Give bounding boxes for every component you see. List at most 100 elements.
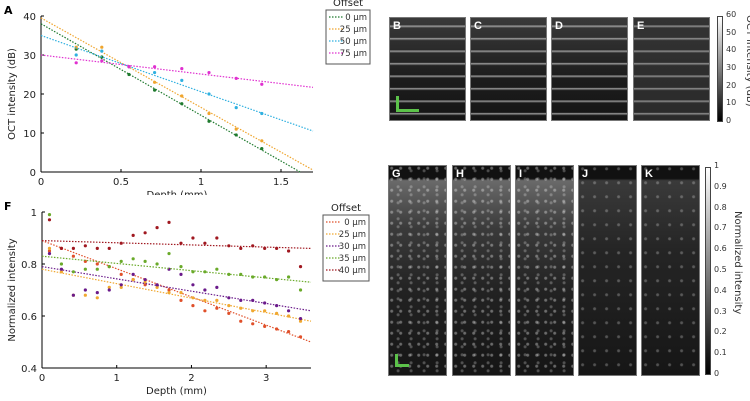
data-point (191, 236, 195, 240)
data-point (107, 288, 111, 292)
data-point (275, 278, 279, 282)
data-point (260, 111, 264, 116)
data-point (95, 291, 99, 295)
colorbar-tick-label: 0.4 (714, 285, 727, 295)
data-point (239, 306, 243, 310)
data-point (100, 59, 104, 63)
legend-label: 50 μm (340, 37, 367, 47)
data-point (59, 246, 64, 250)
data-point (59, 262, 64, 266)
colorbar-tick-label: 0.1 (714, 348, 727, 358)
data-point (239, 272, 243, 276)
data-point (153, 70, 157, 75)
panel-letter: H (456, 168, 464, 180)
data-point (180, 78, 184, 82)
colorbar-tick-label: 1 (714, 161, 720, 170)
colorbar-tick-label: 10 (726, 98, 737, 108)
data-point (251, 275, 255, 279)
data-point (203, 270, 207, 274)
data-point (119, 285, 123, 289)
data-point (286, 309, 291, 313)
data-point (298, 335, 303, 339)
x-tick-label: 1 (198, 177, 204, 188)
image-panel-h: H (452, 165, 511, 376)
data-point (179, 298, 183, 302)
x-tick-label: 2 (188, 373, 194, 384)
data-point (227, 304, 231, 308)
data-point (167, 291, 171, 295)
panel-letter: B (393, 20, 401, 32)
data-point (155, 262, 159, 266)
data-point (155, 285, 159, 289)
data-point (167, 220, 171, 224)
x-tick-label: 0 (39, 373, 45, 384)
data-point (71, 293, 75, 297)
colorbar-tick-label: 0 (714, 369, 720, 378)
data-point (263, 301, 267, 305)
data-point (203, 298, 207, 302)
legend-box (322, 214, 370, 282)
x-axis-label: Depth (mm) (146, 386, 207, 397)
data-point (207, 92, 211, 96)
data-point (74, 61, 78, 65)
colorbar-tick-label: 0.8 (714, 202, 727, 212)
panel-letter: J (582, 168, 589, 180)
data-point (215, 306, 219, 310)
panel-letter: A (4, 4, 13, 17)
panel-letter: G (392, 168, 401, 180)
data-point (71, 246, 75, 250)
data-point (191, 304, 195, 308)
data-point (286, 314, 291, 318)
data-point (179, 291, 183, 295)
image-panel-i: I (515, 165, 574, 376)
data-point (260, 139, 264, 143)
data-point (251, 322, 255, 326)
legend-title: Offset (333, 0, 363, 9)
data-point (153, 80, 157, 84)
data-point (207, 70, 211, 75)
x-tick-label: 1 (114, 373, 120, 384)
legend-label: 35 μm (339, 254, 366, 264)
data-point (153, 65, 157, 69)
data-point (234, 106, 238, 110)
data-point (227, 296, 231, 300)
y-tick-label: 1 (31, 208, 37, 219)
y-tick-label: 20 (23, 90, 36, 101)
data-point (155, 283, 159, 287)
data-point (203, 241, 207, 245)
x-tick-label: 0 (38, 177, 44, 188)
data-point (107, 285, 111, 289)
data-point (263, 246, 267, 250)
data-point (47, 213, 52, 217)
data-point (119, 272, 123, 276)
data-point (191, 283, 195, 287)
colorbar-tick-label: 40 (726, 45, 737, 55)
data-point (227, 272, 231, 276)
colorbar-tick-label: 60 (726, 10, 737, 19)
data-point (227, 244, 231, 248)
legend-label: 30 μm (339, 242, 366, 252)
data-point (153, 88, 157, 92)
data-point (47, 249, 52, 253)
data-point (275, 311, 279, 315)
data-point (180, 102, 184, 106)
data-point (167, 288, 171, 292)
data-point (179, 272, 183, 276)
data-point (127, 65, 131, 69)
data-point (227, 311, 231, 315)
legend-box (325, 9, 371, 65)
data-point (191, 296, 195, 300)
data-point (286, 330, 291, 334)
data-point (143, 231, 147, 235)
colorbar-tick-label: 0 (726, 116, 732, 125)
data-point (119, 259, 123, 263)
fit-line (41, 266, 312, 312)
data-point (179, 265, 183, 269)
data-point (131, 278, 135, 282)
data-point (47, 246, 52, 250)
colorbar-tick-label: 50 (726, 27, 737, 37)
y-tick-label: 0.8 (21, 260, 37, 271)
data-point (95, 296, 99, 300)
legend-title: Offset (331, 203, 361, 214)
y-tick-label: 40 (23, 12, 36, 23)
